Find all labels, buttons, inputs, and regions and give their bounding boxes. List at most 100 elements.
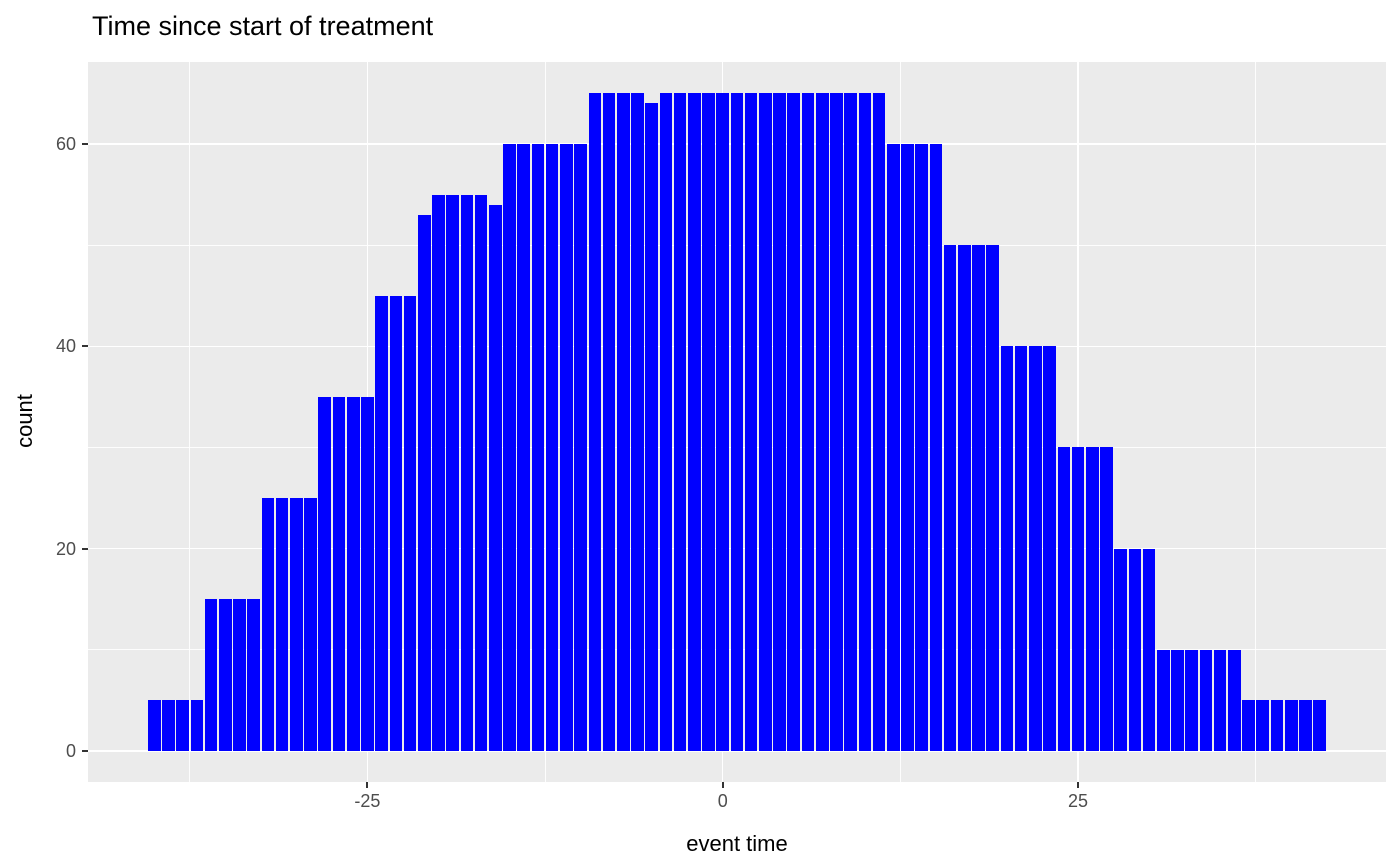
histogram-bar [1299,700,1312,752]
histogram-bar [233,599,246,752]
y-tick-mark [82,750,88,753]
x-axis-title: event time [686,831,788,856]
histogram-bar [389,295,403,752]
histogram-bar [858,93,872,752]
x-gridline-major [1077,62,1079,782]
histogram-bar [560,143,573,752]
histogram-bar [759,93,772,752]
histogram-bar [844,93,857,752]
histogram-bar [1228,649,1241,752]
x-tick-label: -25 [354,791,381,811]
histogram-bar [986,245,1000,752]
histogram-bar [588,93,602,752]
histogram-bar [958,245,971,752]
histogram-bar [1284,700,1298,752]
y-gridline-major [88,750,1386,752]
histogram-bar [261,498,275,752]
histogram-bar [1185,649,1199,752]
histogram-bar [1029,346,1042,752]
histogram-bar [815,93,829,752]
y-tick-label: 20 [55,538,76,559]
histogram-bar [1114,548,1127,752]
x-gridline-minor [189,62,191,782]
histogram-bar [1043,346,1056,752]
histogram-bar [503,143,516,752]
histogram-bar [474,194,488,752]
histogram-bar [1128,548,1142,752]
y-tick-label: 40 [55,336,76,357]
histogram-bar [1085,447,1099,752]
histogram-bar [787,93,801,752]
histogram-bar [446,194,459,752]
histogram-bar [545,143,559,752]
histogram-bar [318,396,332,752]
histogram-bar [901,143,914,752]
y-tick-label: 60 [55,133,76,154]
histogram-bar [375,295,388,752]
histogram-bar [190,700,204,752]
histogram-bar [602,93,616,752]
histogram-bar [801,93,815,752]
chart-title: Time since start of treatment [92,11,434,41]
histogram-bar [886,143,900,752]
y-axis-title: count [12,394,37,448]
histogram-bar [574,143,587,752]
x-gridline-minor [1255,62,1257,782]
histogram-bar [1213,649,1227,752]
histogram-bar [730,93,744,752]
histogram-bar [1256,700,1270,752]
histogram-bar [1199,649,1213,752]
histogram-bar [872,93,886,752]
x-tick-label: 0 [717,791,728,811]
histogram-bar [972,245,985,752]
histogram-bar [531,143,545,752]
histogram-bar [489,204,502,752]
histogram-bar [830,93,843,752]
x-tick-mark [366,782,369,788]
histogram-bar [1000,346,1014,752]
histogram-bar [1171,649,1184,752]
histogram-bar [1313,700,1326,752]
histogram-bar [1270,700,1284,752]
x-gridline-minor [544,62,546,782]
histogram-bar [162,700,175,752]
histogram-bar [460,194,474,752]
histogram-bar [417,214,431,752]
histogram-bar [403,295,417,752]
x-tick-label: 25 [1068,791,1089,811]
histogram-bar [673,93,687,752]
histogram-bar [346,396,360,752]
histogram-bar [1242,700,1255,752]
histogram-bar [247,599,261,752]
histogram-bar [1156,649,1170,752]
histogram-bar [631,93,644,752]
histogram-bar [1014,346,1028,752]
plot-panel [88,62,1386,782]
histogram-bar [204,599,218,752]
histogram-bar [1142,548,1156,752]
histogram-bar [176,700,189,752]
histogram-bar [659,93,673,752]
histogram-bar [1071,447,1085,752]
histogram-bar [1100,447,1113,752]
histogram-bar [687,93,701,752]
histogram-bar [304,498,317,752]
x-tick-mark [721,782,724,788]
histogram-bar [645,103,658,752]
histogram-bar [716,93,730,752]
histogram-bar [702,93,715,752]
x-gridline-minor [899,62,901,782]
y-tick-label: 0 [65,741,76,762]
histogram-bar [943,245,957,752]
histogram-bar [616,93,630,752]
x-tick-mark [1077,782,1080,788]
histogram-bar [218,599,232,752]
histogram-bar [290,498,303,752]
histogram-bar [147,700,161,752]
histogram-bar [275,498,289,752]
histogram-bar [915,143,928,752]
histogram-bar [432,194,445,752]
y-tick-mark [82,345,88,348]
histogram-bar [517,143,531,752]
